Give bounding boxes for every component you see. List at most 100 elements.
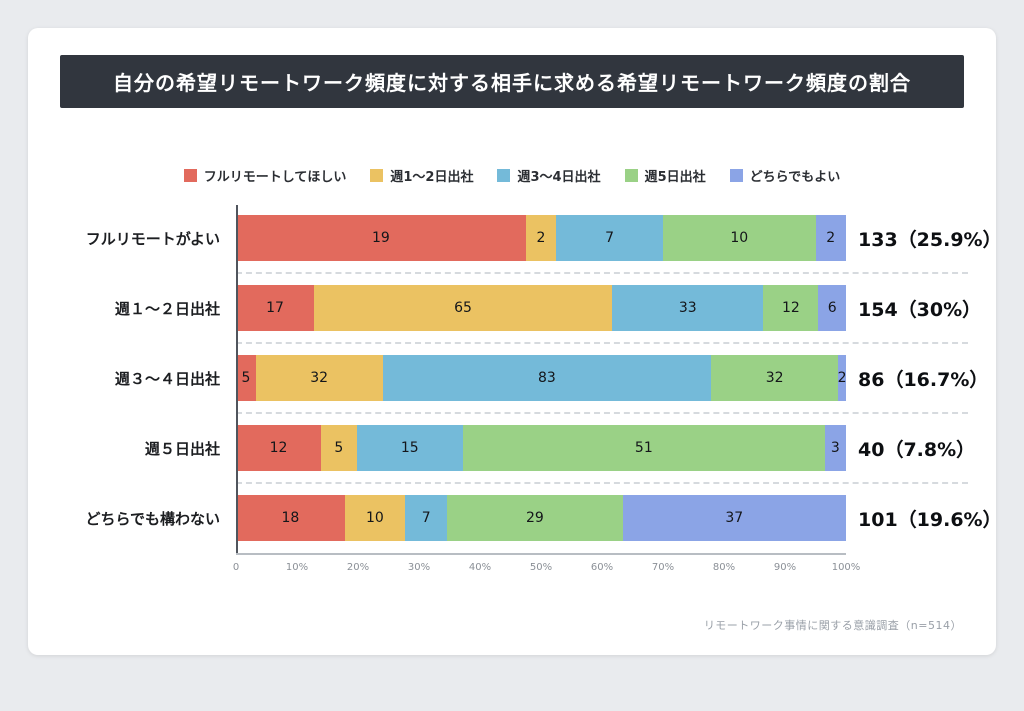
segment-value: 33: [678, 300, 697, 316]
bar-segment: 65: [313, 285, 613, 331]
chart-card: 自分の希望リモートワーク頻度に対する相手に求める希望リモートワーク頻度の割合 フ…: [28, 28, 996, 655]
legend-label: 週5日出社: [644, 170, 706, 185]
stacked-bar-chart: フルリモートがよい 19 2 7 10 2 133（25.9%） 週１〜２日出社 17 65 33 1…: [58, 203, 996, 583]
x-axis-tick: 20%: [346, 562, 370, 573]
bar-segment: 5: [321, 425, 357, 471]
legend-item: 週1〜2日出社: [370, 166, 473, 185]
bar-segment: 7: [405, 495, 448, 541]
bar-segment: 83: [382, 355, 712, 401]
segment-value: 6: [827, 300, 837, 316]
segment-value: 12: [782, 300, 800, 316]
stacked-bar: 5 32 83 32 2: [236, 355, 846, 401]
category-label: 週１〜２日出社: [114, 299, 220, 318]
chart-row: 週３〜４日出社 5 32 83 32 2 86（16.7%）: [58, 343, 989, 414]
row-total: 40（7.8%）: [858, 438, 976, 461]
segment-value: 19: [371, 230, 390, 246]
bar-segment: 15: [356, 425, 463, 471]
category-label: 週３〜４日出社: [114, 369, 220, 388]
bar-segment: 2: [815, 215, 846, 261]
row-total: 133（25.9%）: [858, 228, 996, 251]
bar-segment: 32: [255, 355, 383, 401]
legend-swatch-icon: [497, 169, 511, 182]
segment-value: 5: [334, 440, 344, 456]
segment-value: 5: [241, 370, 251, 386]
legend-label: フルリモートしてほしい: [203, 170, 347, 185]
legend-swatch-icon: [624, 169, 638, 182]
segment-value: 37: [725, 510, 744, 526]
category-label: 週５日出社: [144, 439, 220, 458]
legend-swatch-icon: [729, 169, 743, 182]
bar-segment: 18: [236, 495, 345, 541]
segment-value: 2: [536, 230, 546, 246]
x-axis-tick: 30%: [407, 562, 431, 573]
x-axis-spacer-left: [58, 553, 236, 583]
x-axis-tick: 100%: [831, 562, 861, 573]
chart-title: 自分の希望リモートワーク頻度に対する相手に求める希望リモートワーク頻度の割合: [60, 55, 964, 108]
bar-segment: 5: [236, 355, 256, 401]
segment-value: 10: [730, 230, 749, 246]
bar-segment: 2: [838, 355, 846, 401]
legend-item: 週5日出社: [624, 166, 706, 185]
bar-segment: 33: [612, 285, 764, 331]
stacked-bar: 12 5 15 51 3: [236, 425, 846, 471]
chart-row: 週１〜２日出社 17 65 33 12 6 154（30%）: [58, 273, 982, 344]
chart-rows: フルリモートがよい 19 2 7 10 2 133（25.9%） 週１〜２日出社 17 65 33 1…: [58, 203, 996, 553]
bar-segment: 10: [344, 495, 406, 541]
chart-row: フルリモートがよい 19 2 7 10 2 133（25.9%）: [58, 203, 996, 274]
category-label: どちらでも構わない: [85, 509, 220, 528]
x-axis-ticks: 0 10% 20% 30% 40% 50% 60% 70% 80% 90% 100%: [232, 553, 860, 583]
segment-value: 12: [269, 440, 288, 456]
x-axis-tick: 0: [232, 562, 240, 573]
segment-value: 17: [266, 300, 284, 316]
legend-swatch-icon: [183, 169, 197, 182]
segment-value: 51: [634, 440, 653, 456]
row-total: 101（19.6%）: [858, 508, 996, 531]
stacked-bar: 17 65 33 12 6: [236, 285, 846, 331]
x-axis-tick: 80%: [712, 562, 736, 573]
row-total: 154（30%）: [858, 298, 982, 321]
segment-value: 10: [365, 510, 384, 526]
segment-value: 65: [454, 300, 472, 316]
segment-value: 18: [281, 510, 300, 526]
segment-value: 32: [310, 370, 329, 386]
x-axis-tick: 50%: [529, 562, 553, 573]
segment-value: 7: [605, 230, 615, 246]
legend-item: 週3〜4日出社: [497, 166, 601, 185]
x-axis-tick: 10%: [285, 562, 309, 573]
row-total: 86（16.7%）: [858, 368, 989, 391]
x-axis-tick: 40%: [468, 562, 492, 573]
bar-segment: 37: [622, 495, 846, 541]
bar-segment: 17: [236, 285, 314, 331]
legend: フルリモートしてほしい 週1〜2日出社 週3〜4日出社 週5日出社 どちらでもよい: [28, 166, 996, 185]
x-axis-spacer-right: [846, 553, 968, 583]
segment-value: 29: [526, 510, 544, 526]
legend-item: どちらでもよい: [729, 166, 841, 185]
bar-segment: 51: [462, 425, 825, 471]
chart-row: 週５日出社 12 5 15 51 3 40（7.8%）: [58, 413, 976, 484]
category-label: フルリモートがよい: [85, 229, 220, 248]
legend-swatch-icon: [370, 169, 384, 182]
legend-label: 週3〜4日出社: [517, 170, 601, 185]
segment-value: 32: [765, 370, 784, 386]
segment-value: 3: [830, 440, 840, 456]
bar-segment: 6: [818, 285, 846, 331]
source-note: リモートワーク事情に関する意識調査（n=514）: [703, 619, 962, 632]
legend-label: どちらでもよい: [749, 170, 841, 185]
stacked-bar: 18 10 7 29 37: [236, 495, 846, 541]
segment-value: 2: [826, 230, 836, 246]
bar-segment: 12: [763, 285, 819, 331]
bar-segment: 2: [525, 215, 557, 261]
bar-segment: 3: [824, 425, 846, 471]
x-axis: 0 10% 20% 30% 40% 50% 60% 70% 80% 90% 100%: [58, 553, 968, 583]
bar-segment: 19: [236, 215, 526, 261]
x-axis-tick: 70%: [651, 562, 675, 573]
bar-segment: 7: [556, 215, 663, 261]
x-axis-tick: 90%: [773, 562, 797, 573]
x-axis-tick: 60%: [590, 562, 614, 573]
bar-segment: 12: [236, 425, 322, 471]
segment-value: 7: [421, 510, 431, 526]
chart-row: どちらでも構わない 18 10 7 29 37 101（19.6%）: [58, 483, 996, 553]
stacked-bar: 19 2 7 10 2: [236, 215, 846, 261]
segment-value: 2: [838, 370, 846, 386]
segment-value: 15: [400, 440, 419, 456]
